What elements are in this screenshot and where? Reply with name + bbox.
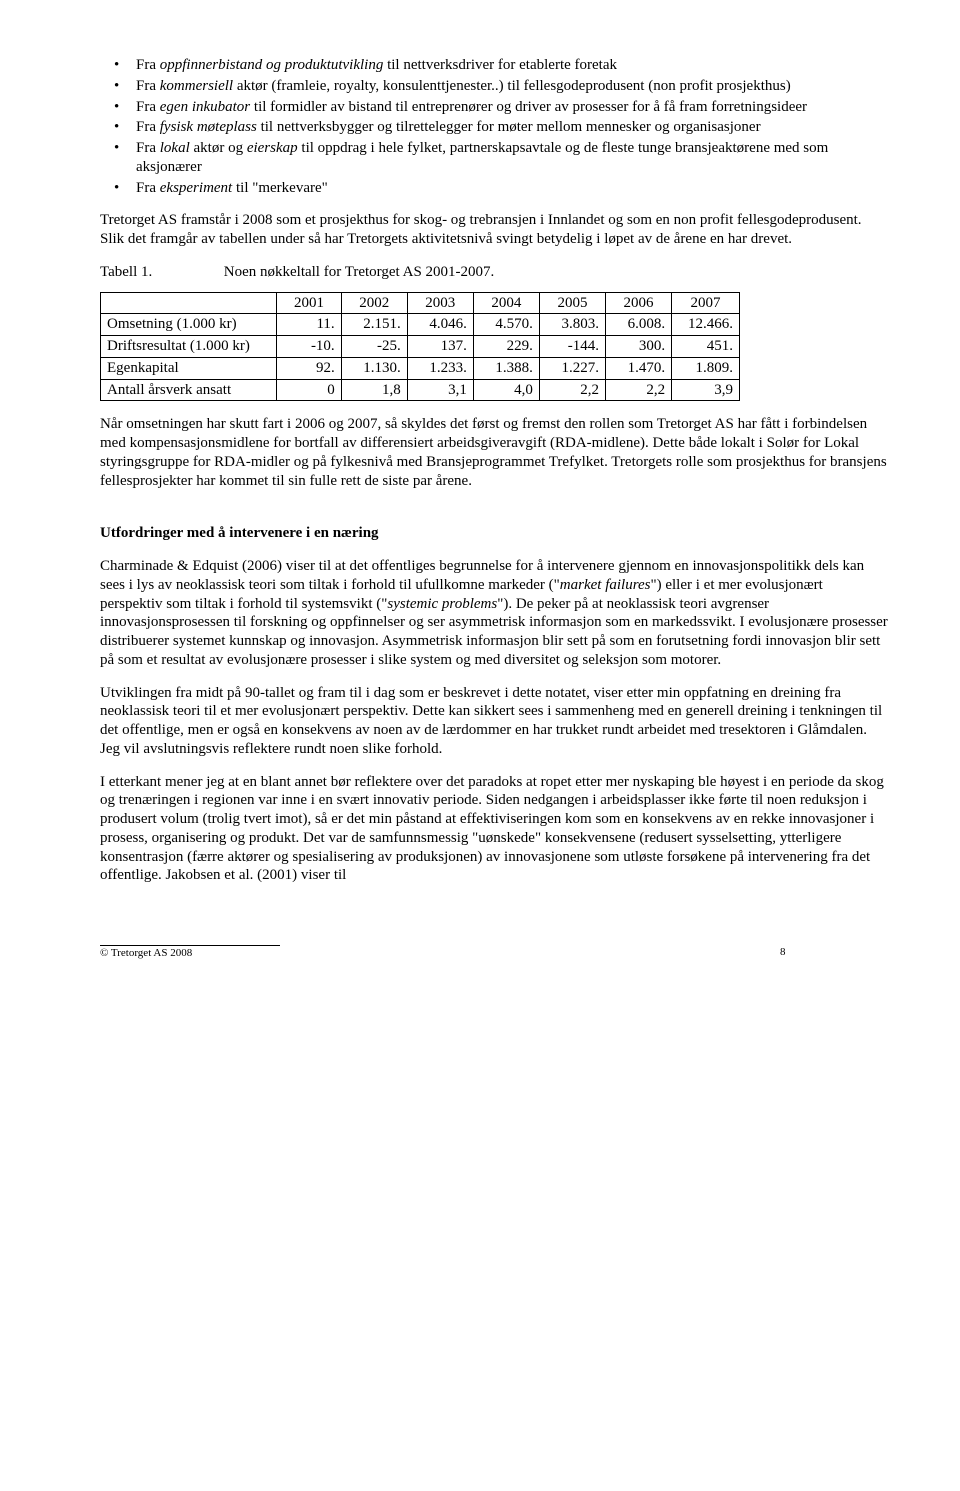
- table-caption-text: Noen nøkkeltall for Tretorget AS 2001-20…: [224, 264, 495, 280]
- list-item: Fra fysisk møteplass til nettverksbygger…: [100, 118, 888, 137]
- cell: 4,0: [473, 379, 539, 401]
- cell: 6.008.: [606, 314, 672, 336]
- cell: 229.: [473, 336, 539, 358]
- paragraph: Når omsetningen har skutt fart i 2006 og…: [100, 415, 888, 490]
- text: til "merkevare": [232, 180, 328, 196]
- table-header-cell: 2006: [606, 292, 672, 314]
- table-header-cell: 2007: [672, 292, 740, 314]
- emphasis: eksperiment: [160, 180, 232, 196]
- text: Fra: [136, 99, 160, 115]
- row-label: Antall årsverk ansatt: [101, 379, 277, 401]
- cell: 1.227.: [539, 357, 605, 379]
- table-header-cell: 2003: [407, 292, 473, 314]
- table-row: Omsetning (1.000 kr) 11. 2.151. 4.046. 4…: [101, 314, 740, 336]
- text: til nettverksbygger og tilrettelegger fo…: [257, 119, 761, 135]
- table-row: Antall årsverk ansatt 0 1,8 3,1 4,0 2,2 …: [101, 379, 740, 401]
- cell: 1.388.: [473, 357, 539, 379]
- cell: 300.: [606, 336, 672, 358]
- table-header-cell: 2002: [341, 292, 407, 314]
- table-header-cell: 2005: [539, 292, 605, 314]
- paragraph: I etterkant mener jeg at en blant annet …: [100, 773, 888, 886]
- bullet-list: Fra oppfinnerbistand og produktutvikling…: [100, 56, 888, 197]
- cell: 3,1: [407, 379, 473, 401]
- emphasis: eierskap: [247, 140, 298, 156]
- emphasis: systemic problems: [387, 596, 497, 612]
- cell: 2,2: [606, 379, 672, 401]
- table-header-cell: 2004: [473, 292, 539, 314]
- footer-copyright: © Tretorget AS 2008: [100, 947, 192, 959]
- list-item: Fra eksperiment til "merkevare": [100, 179, 888, 198]
- table-row: Driftsresultat (1.000 kr) -10. -25. 137.…: [101, 336, 740, 358]
- table-header-cell: 2001: [277, 292, 341, 314]
- text: Fra: [136, 180, 160, 196]
- cell: -10.: [277, 336, 341, 358]
- text: til formidler av bistand til entreprenør…: [250, 99, 807, 115]
- row-label: Egenkapital: [101, 357, 277, 379]
- emphasis: market failures: [560, 577, 651, 593]
- cell: 1.470.: [606, 357, 672, 379]
- text: til nettverksdriver for etablerte foreta…: [383, 57, 617, 73]
- cell: 4.570.: [473, 314, 539, 336]
- page-number: 8: [780, 946, 786, 960]
- page-footer: © Tretorget AS 2008 8: [100, 945, 280, 961]
- table-header-cell: [101, 292, 277, 314]
- emphasis: egen inkubator: [160, 99, 250, 115]
- paragraph: Charminade & Edquist (2006) viser til at…: [100, 557, 888, 670]
- text: Fra: [136, 140, 160, 156]
- key-figures-table: 2001 2002 2003 2004 2005 2006 2007 Omset…: [100, 292, 740, 402]
- emphasis: lokal: [160, 140, 190, 156]
- cell: 1.130.: [341, 357, 407, 379]
- table-caption: Tabell 1. Noen nøkkeltall for Tretorget …: [100, 263, 888, 282]
- cell: 1.809.: [672, 357, 740, 379]
- table-caption-label: Tabell 1.: [100, 263, 220, 282]
- cell: 4.046.: [407, 314, 473, 336]
- row-label: Driftsresultat (1.000 kr): [101, 336, 277, 358]
- cell: 451.: [672, 336, 740, 358]
- list-item: Fra oppfinnerbistand og produktutvikling…: [100, 56, 888, 75]
- text: Fra: [136, 57, 160, 73]
- text: Fra: [136, 78, 160, 94]
- emphasis: fysisk møteplass: [160, 119, 257, 135]
- list-item: Fra lokal aktør og eierskap til oppdrag …: [100, 139, 888, 177]
- cell: -25.: [341, 336, 407, 358]
- text: aktør og: [190, 140, 247, 156]
- emphasis: oppfinnerbistand og produktutvikling: [160, 57, 384, 73]
- paragraph: Tretorget AS framstår i 2008 som et pros…: [100, 211, 888, 249]
- cell: 3,9: [672, 379, 740, 401]
- text: Fra: [136, 119, 160, 135]
- list-item: Fra kommersiell aktør (framleie, royalty…: [100, 77, 888, 96]
- row-label: Omsetning (1.000 kr): [101, 314, 277, 336]
- paragraph: Utviklingen fra midt på 90-tallet og fra…: [100, 684, 888, 759]
- cell: 1,8: [341, 379, 407, 401]
- emphasis: kommersiell: [160, 78, 233, 94]
- cell: 137.: [407, 336, 473, 358]
- cell: 3.803.: [539, 314, 605, 336]
- cell: -144.: [539, 336, 605, 358]
- table-header-row: 2001 2002 2003 2004 2005 2006 2007: [101, 292, 740, 314]
- cell: 11.: [277, 314, 341, 336]
- cell: 2.151.: [341, 314, 407, 336]
- section-heading: Utfordringer med å intervenere i en næri…: [100, 524, 888, 543]
- cell: 12.466.: [672, 314, 740, 336]
- list-item: Fra egen inkubator til formidler av bist…: [100, 98, 888, 117]
- cell: 2,2: [539, 379, 605, 401]
- table-row: Egenkapital 92. 1.130. 1.233. 1.388. 1.2…: [101, 357, 740, 379]
- cell: 0: [277, 379, 341, 401]
- cell: 1.233.: [407, 357, 473, 379]
- cell: 92.: [277, 357, 341, 379]
- text: aktør (framleie, royalty, konsulenttjene…: [233, 78, 791, 94]
